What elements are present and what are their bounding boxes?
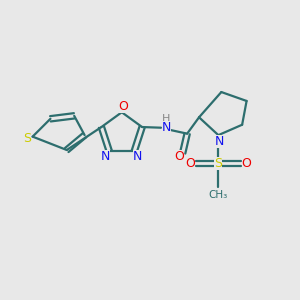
Text: O: O	[185, 157, 195, 170]
Text: O: O	[174, 150, 184, 163]
Text: O: O	[118, 100, 128, 113]
Text: S: S	[23, 132, 31, 145]
Text: N: N	[162, 121, 171, 134]
Text: O: O	[242, 157, 251, 170]
Text: H: H	[162, 114, 170, 124]
Text: N: N	[101, 150, 110, 163]
Text: N: N	[215, 135, 224, 148]
Text: N: N	[133, 150, 142, 163]
Text: S: S	[214, 157, 222, 170]
Text: CH₃: CH₃	[209, 190, 228, 200]
